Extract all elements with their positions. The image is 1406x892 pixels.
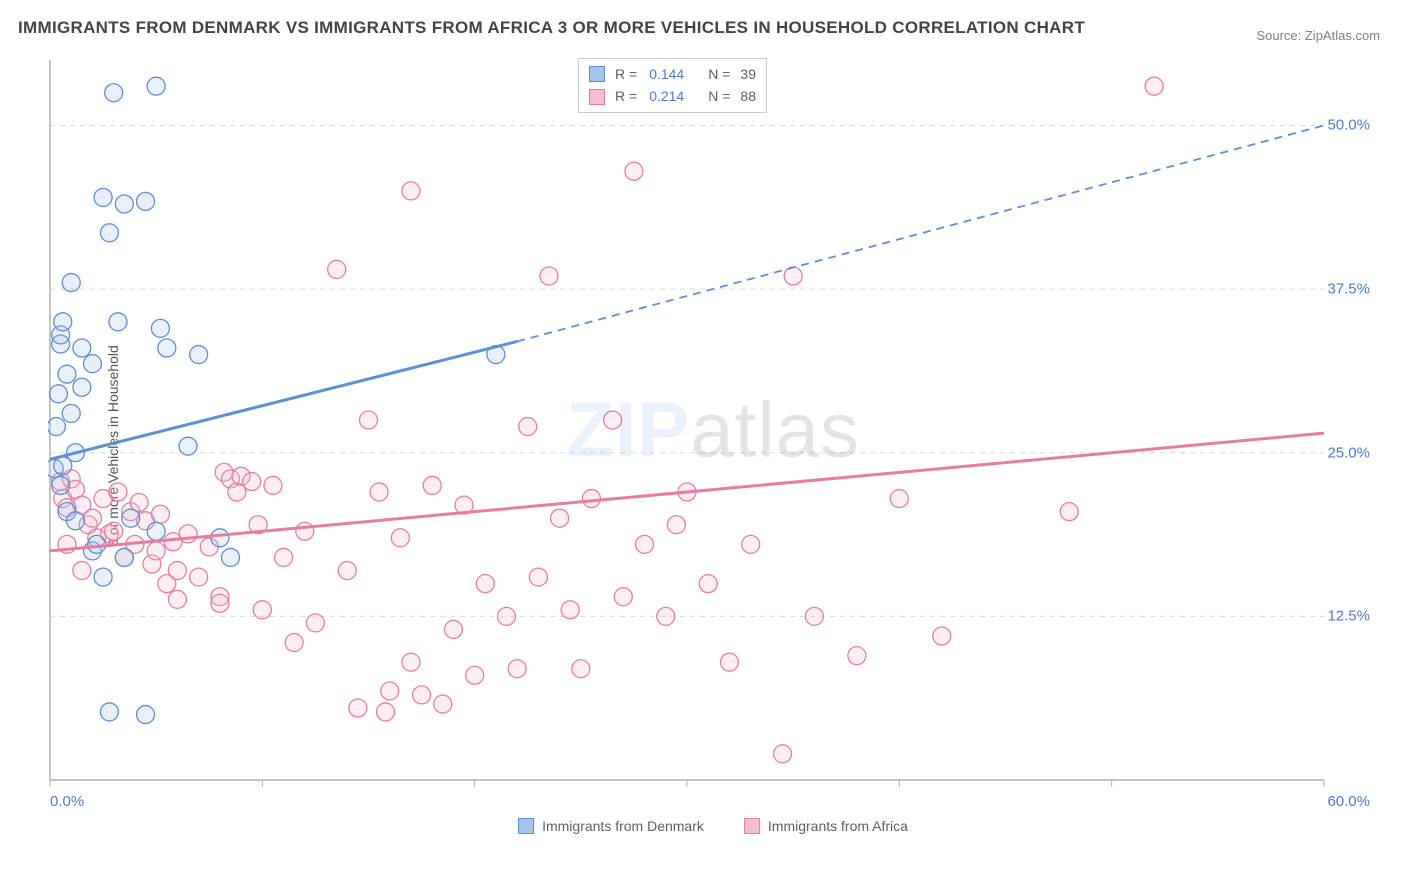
y-tick-label: 12.5% xyxy=(1327,608,1370,625)
legend-swatch xyxy=(518,818,534,834)
legend-swatch xyxy=(589,66,605,82)
x-tick-label: 60.0% xyxy=(1327,793,1370,810)
legend-row: R = 0.214 N = 88 xyxy=(589,85,756,107)
series-legend-label: Immigrants from Africa xyxy=(768,818,908,834)
correlation-legend: R = 0.144 N = 39 R = 0.214 N = 88 xyxy=(578,58,767,113)
plot-area: ZIPatlas R =0.144N = 39R =0.214N = 88 Im… xyxy=(48,58,1378,834)
legend-r-label: R = xyxy=(615,63,637,85)
legend-n-value: 88 xyxy=(740,85,756,107)
legend-swatch xyxy=(744,818,760,834)
y-tick-label: 25.0% xyxy=(1327,444,1370,461)
chart-title: IMMIGRANTS FROM DENMARK VS IMMIGRANTS FR… xyxy=(18,18,1085,38)
y-tick-label: 50.0% xyxy=(1327,117,1370,134)
legend-r-value: 0.214 xyxy=(649,85,684,107)
series-legend-item: Immigrants from Denmark xyxy=(518,818,704,834)
legend-swatch xyxy=(589,89,605,105)
legend-n-label: N = xyxy=(708,85,730,107)
x-tick-label: 0.0% xyxy=(50,793,84,810)
source-attribution: Source: ZipAtlas.com xyxy=(1256,28,1380,43)
legend-n-label: N = xyxy=(708,63,730,85)
legend-row: R = 0.144 N = 39 xyxy=(589,63,756,85)
legend-r-label: R = xyxy=(615,85,637,107)
scatter-chart xyxy=(48,58,1378,834)
y-tick-label: 37.5% xyxy=(1327,281,1370,298)
series-legend-label: Immigrants from Denmark xyxy=(542,818,704,834)
series-legend-item: Immigrants from Africa xyxy=(744,818,908,834)
legend-r-value: 0.144 xyxy=(649,63,684,85)
series-legend: Immigrants from Denmark Immigrants from A… xyxy=(518,818,908,834)
legend-n-value: 39 xyxy=(740,63,756,85)
